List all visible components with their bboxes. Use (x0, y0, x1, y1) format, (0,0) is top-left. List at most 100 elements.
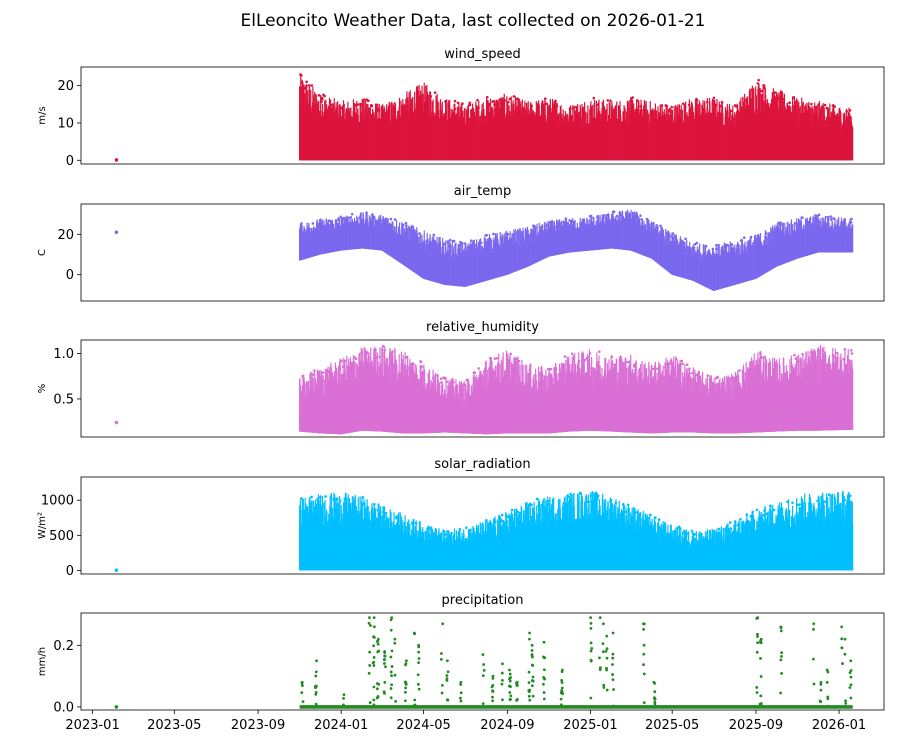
data-point (442, 242, 446, 246)
data-point (767, 362, 771, 366)
data-points (114, 73, 854, 162)
data-point (509, 352, 513, 356)
data-point (391, 350, 394, 354)
data-point (493, 103, 496, 107)
data-point (458, 243, 461, 247)
data-point (568, 219, 571, 222)
data-point (695, 373, 699, 377)
data-point (639, 214, 642, 217)
y-axis-label: C (37, 249, 48, 256)
data-band (852, 369, 854, 430)
data-point (377, 109, 380, 112)
data-point (491, 100, 495, 103)
data-point (446, 241, 450, 244)
y-axis-label: W/m² (37, 512, 48, 539)
data-point (588, 352, 592, 355)
data-point (545, 224, 549, 227)
data-point (813, 105, 816, 109)
data-point (598, 350, 601, 353)
subplot-relative-humidity: relative_humidity%0.51.0 (37, 320, 885, 438)
data-point (742, 236, 746, 240)
y-tick-label: 1000 (41, 494, 74, 509)
data-point (432, 233, 436, 237)
data-point (382, 218, 385, 221)
data-point (683, 241, 686, 245)
data-point (602, 217, 605, 220)
data-point (433, 91, 437, 94)
data-point (674, 235, 677, 239)
data-point (555, 103, 558, 106)
data-point (321, 98, 324, 101)
data-point (444, 100, 447, 103)
data-point (574, 105, 578, 109)
data-point (831, 353, 835, 357)
data-point (596, 103, 600, 107)
data-point (554, 99, 557, 103)
y-tick-label: 20 (57, 228, 74, 243)
data-point (477, 106, 480, 109)
data-point (339, 215, 342, 219)
data-point (470, 239, 473, 242)
data-point (674, 357, 678, 361)
data-point (338, 367, 342, 370)
data-point (671, 362, 675, 366)
data-point (849, 221, 852, 225)
data-point (337, 217, 340, 220)
data-point (515, 97, 518, 101)
data-point (545, 102, 548, 105)
data-point (307, 84, 311, 87)
data-point (842, 357, 845, 361)
data-point (317, 94, 321, 97)
data-point (313, 369, 316, 372)
data-point (506, 232, 510, 236)
data-point (453, 99, 457, 103)
data-point (615, 214, 619, 218)
data-point (695, 241, 699, 245)
data-point (592, 96, 596, 100)
data-point (456, 101, 460, 105)
data-point (715, 247, 718, 251)
data-point (524, 230, 527, 233)
data-point (756, 236, 760, 240)
data-point (375, 103, 379, 107)
data-point (427, 374, 430, 377)
data-point (321, 371, 325, 374)
data-point (329, 366, 332, 370)
data-point (669, 359, 673, 363)
data-point (453, 107, 457, 111)
data-point (762, 86, 766, 90)
subplot-title: air_temp (454, 184, 511, 199)
data-point (461, 242, 464, 245)
data-point (479, 241, 483, 245)
data-point (734, 105, 738, 108)
data-point (320, 100, 323, 104)
data-point (763, 363, 767, 366)
data-point (731, 376, 735, 379)
data-point (532, 224, 535, 227)
data-point (670, 235, 673, 238)
data-point (691, 371, 694, 375)
y-tick-label: 10 (57, 116, 74, 131)
data-point (796, 360, 799, 363)
data-point (832, 355, 836, 359)
data-point (353, 103, 357, 107)
data-point (792, 96, 795, 100)
data-point (322, 93, 325, 97)
data-point (817, 213, 821, 217)
data-point (850, 217, 853, 221)
data-point (848, 109, 852, 112)
data-point (671, 232, 675, 235)
data-point (706, 374, 710, 377)
y-tick-label: 0 (66, 564, 74, 579)
data-point (669, 110, 672, 113)
data-point (378, 355, 381, 359)
data-point (759, 351, 762, 355)
data-point (330, 104, 334, 107)
data-point (114, 158, 119, 162)
data-point (609, 99, 612, 103)
data-point (781, 97, 785, 101)
data-band (852, 224, 854, 253)
data-point (410, 362, 413, 366)
